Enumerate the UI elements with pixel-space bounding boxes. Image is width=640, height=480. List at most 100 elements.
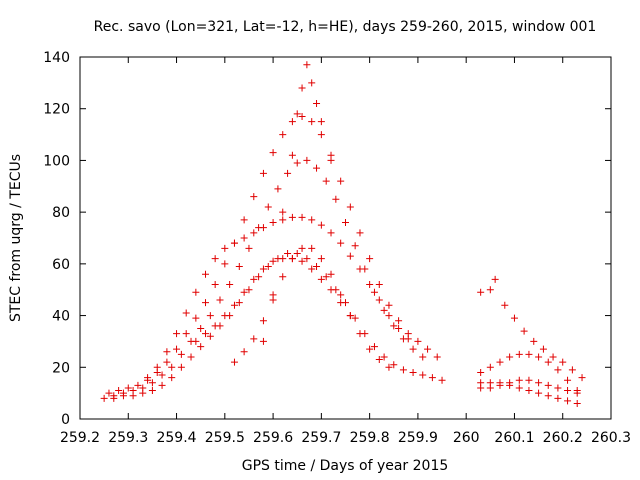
data-point-marker bbox=[395, 325, 403, 332]
data-point-marker bbox=[525, 387, 533, 395]
data-point-marker bbox=[279, 255, 287, 263]
data-point-marker bbox=[173, 345, 181, 353]
data-point-marker bbox=[279, 273, 287, 281]
data-point-marker bbox=[544, 392, 552, 400]
data-point-marker bbox=[414, 337, 422, 345]
data-point-marker bbox=[390, 322, 398, 330]
data-point-marker bbox=[515, 350, 523, 358]
y-tick-label: 140 bbox=[43, 50, 70, 66]
data-point-marker bbox=[409, 368, 417, 376]
data-point-marker bbox=[380, 353, 388, 361]
data-point-marker bbox=[317, 275, 325, 283]
data-point-marker bbox=[375, 281, 383, 289]
data-point-marker bbox=[322, 273, 330, 281]
data-point-marker bbox=[105, 389, 113, 397]
data-point-marker bbox=[211, 322, 219, 330]
data-point-marker bbox=[477, 384, 485, 392]
data-point-marker bbox=[337, 291, 345, 299]
data-point-marker bbox=[259, 337, 267, 345]
data-point-marker bbox=[520, 327, 528, 335]
data-point-marker bbox=[322, 177, 330, 185]
data-point-marker bbox=[554, 366, 562, 374]
data-point-marker bbox=[235, 262, 243, 270]
data-point-marker bbox=[269, 291, 277, 299]
data-point-marker bbox=[559, 358, 567, 366]
data-point-marker bbox=[288, 255, 296, 263]
data-point-marker bbox=[370, 288, 378, 296]
data-point-marker bbox=[192, 314, 200, 322]
data-point-marker bbox=[544, 358, 552, 366]
data-point-marker bbox=[245, 244, 253, 252]
y-tick-label: 100 bbox=[43, 153, 70, 169]
data-point-marker bbox=[177, 350, 185, 358]
data-point-marker bbox=[554, 394, 562, 402]
y-tick-label: 120 bbox=[43, 102, 70, 118]
data-point-marker bbox=[564, 397, 572, 405]
data-point-marker bbox=[221, 260, 229, 268]
data-point-marker bbox=[554, 384, 562, 392]
data-point-marker bbox=[240, 216, 248, 224]
data-point-marker bbox=[269, 257, 277, 265]
data-point-marker bbox=[158, 381, 166, 389]
data-point-marker bbox=[230, 239, 238, 247]
y-tick-label: 0 bbox=[61, 412, 70, 428]
data-point-marker bbox=[568, 366, 576, 374]
y-tick-label: 20 bbox=[52, 360, 70, 376]
data-point-marker bbox=[240, 348, 248, 356]
data-point-marker bbox=[288, 118, 296, 126]
data-point-marker bbox=[264, 203, 272, 211]
data-point-marker bbox=[148, 387, 156, 395]
data-point-marker bbox=[346, 312, 354, 320]
x-tick-label: 259.9 bbox=[398, 430, 438, 446]
data-point-marker bbox=[250, 275, 258, 283]
data-point-marker bbox=[230, 301, 238, 309]
data-points bbox=[100, 61, 586, 407]
data-point-marker bbox=[385, 312, 393, 320]
data-point-marker bbox=[303, 156, 311, 164]
data-point-marker bbox=[390, 361, 398, 369]
data-point-marker bbox=[317, 118, 325, 126]
x-tick-label: 259.8 bbox=[350, 430, 390, 446]
data-point-marker bbox=[525, 376, 533, 384]
data-point-marker bbox=[375, 356, 383, 364]
data-point-marker bbox=[337, 299, 345, 307]
data-point-marker bbox=[192, 337, 200, 345]
data-point-marker bbox=[535, 379, 543, 387]
x-tick-label: 259.6 bbox=[253, 430, 293, 446]
data-point-marker bbox=[303, 61, 311, 69]
data-point-marker bbox=[115, 387, 123, 395]
y-tick-label: 80 bbox=[52, 205, 70, 221]
data-point-marker bbox=[327, 270, 335, 278]
data-point-marker bbox=[313, 100, 321, 108]
data-point-marker bbox=[144, 374, 152, 382]
data-point-marker bbox=[293, 250, 301, 258]
data-point-marker bbox=[298, 257, 306, 265]
data-point-marker bbox=[298, 112, 306, 120]
data-point-marker bbox=[564, 376, 572, 384]
x-tick-label: 260.1 bbox=[494, 430, 534, 446]
data-point-marker bbox=[515, 376, 523, 384]
data-point-marker bbox=[197, 343, 205, 351]
data-point-marker bbox=[515, 384, 523, 392]
data-point-marker bbox=[535, 389, 543, 397]
data-point-marker bbox=[264, 262, 272, 270]
data-point-marker bbox=[366, 345, 374, 353]
data-point-marker bbox=[573, 399, 581, 407]
axis-ticks bbox=[79, 56, 612, 420]
data-point-marker bbox=[192, 288, 200, 296]
y-tick-label: 40 bbox=[52, 309, 70, 325]
x-axis-label: GPS time / Days of year 2015 bbox=[242, 458, 449, 474]
data-point-marker bbox=[284, 169, 292, 177]
data-point-marker bbox=[221, 244, 229, 252]
data-point-marker bbox=[250, 229, 258, 237]
data-point-marker bbox=[419, 353, 427, 361]
data-point-marker bbox=[221, 312, 229, 320]
data-point-marker bbox=[477, 288, 485, 296]
data-point-marker bbox=[279, 131, 287, 139]
data-point-marker bbox=[100, 394, 108, 402]
data-point-marker bbox=[124, 384, 132, 392]
data-point-marker bbox=[197, 325, 205, 332]
data-point-marker bbox=[269, 149, 277, 157]
data-point-marker bbox=[337, 239, 345, 247]
data-point-marker bbox=[491, 275, 499, 283]
